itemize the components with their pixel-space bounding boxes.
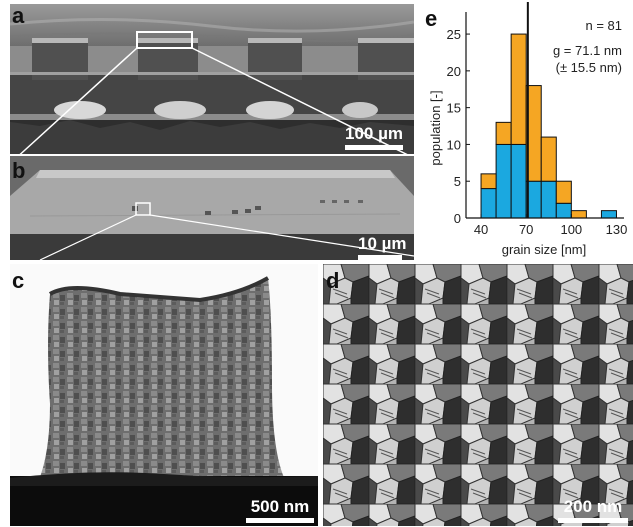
- annotation-std: (± 15.5 nm): [556, 60, 622, 75]
- bar-series0-bin0: [480, 188, 497, 219]
- panel-c-image: [10, 264, 318, 526]
- panel-b-image: [10, 156, 414, 260]
- panel-b-scalebar-bar: [358, 255, 402, 260]
- bar-series1-bin6: [570, 210, 587, 219]
- bar-series1-bin5: [555, 180, 572, 204]
- panel-c-scalebar: 500 nm: [246, 497, 314, 523]
- bar-series0-bin8: [600, 210, 617, 219]
- y-tick-label-10: 10: [447, 137, 461, 152]
- y-tick-label-25: 25: [447, 27, 461, 42]
- panel-d-image: [323, 264, 633, 526]
- annotation-n: n = 81: [585, 18, 622, 33]
- x-axis-label: grain size [nm]: [502, 242, 587, 257]
- panel-b-scalebar: 10 µm: [358, 234, 407, 260]
- bar-series1-bin4: [540, 136, 557, 182]
- bar-series0-bin2: [510, 143, 527, 219]
- x-tick-label-100: 100: [560, 222, 582, 237]
- y-tick-label-5: 5: [454, 174, 461, 189]
- panel-a-scalebar-text: 100 µm: [345, 124, 403, 143]
- panel-d-scalebar-text: 200 nm: [563, 497, 623, 516]
- bar-series1-bin0: [480, 173, 497, 190]
- panel-c-label: c: [12, 268, 25, 293]
- panel-a-label: a: [12, 3, 25, 28]
- panel-c-scalebar-bar: [246, 518, 314, 523]
- panel-b-sem: [10, 156, 414, 260]
- panel-e-label: e: [425, 6, 438, 31]
- bar-series1-bin3: [525, 85, 542, 182]
- bar-series0-bin1: [495, 143, 512, 219]
- y-axis-label: population [-]: [428, 90, 443, 165]
- annotation-mean: g = 71.1 nm: [553, 43, 622, 58]
- x-tick-label-130: 130: [606, 222, 628, 237]
- panel-a-sem: [10, 4, 414, 154]
- bar-series1-bin2: [510, 33, 527, 145]
- panel-d-scalebar: 200 nm: [558, 497, 628, 523]
- y-tick-label-15: 15: [447, 101, 461, 116]
- panel-c-scalebar-text: 500 nm: [250, 497, 310, 516]
- bar-series0-bin4: [540, 180, 557, 219]
- panel-c-tem: [10, 264, 318, 526]
- panel-a-scalebar: 100 µm: [345, 124, 403, 150]
- histogram-bars: [480, 33, 617, 219]
- y-tick-label-20: 20: [447, 64, 461, 79]
- grain-size-histogram: 0 5 10 15 20 25 40 70 100 130 population [-] grai…: [428, 2, 628, 257]
- panel-d-label: d: [326, 268, 340, 293]
- panel-d-tem: [323, 264, 633, 526]
- panel-a-image: [10, 4, 414, 154]
- y-tick-label-0: 0: [454, 211, 461, 226]
- panel-b-scalebar-text: 10 µm: [358, 234, 407, 253]
- panel-b-label: b: [12, 158, 26, 183]
- panel-a-scalebar-bar: [345, 145, 403, 150]
- bar-series1-bin1: [495, 121, 512, 145]
- x-tick-label-70: 70: [519, 222, 533, 237]
- bar-series0-bin5: [555, 202, 572, 219]
- panel-d-scalebar-bar: [558, 518, 628, 523]
- histogram-axes: 0 5 10 15 20 25 40 70 100 130: [447, 2, 628, 237]
- x-tick-label-40: 40: [474, 222, 488, 237]
